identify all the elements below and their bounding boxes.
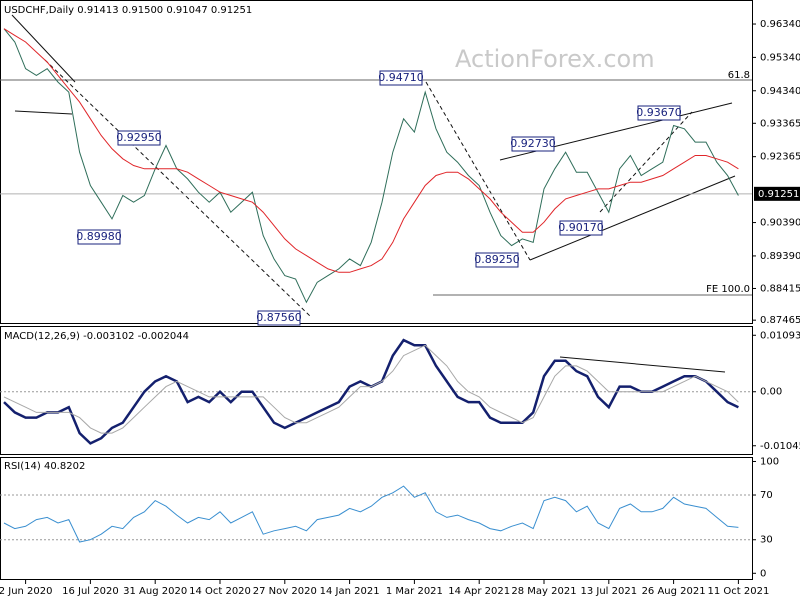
trend-line <box>14 110 73 115</box>
annotation: 0.87560 <box>256 311 302 324</box>
x-tick-label: 1 Mar 2021 <box>386 586 443 597</box>
y-tick-label: 0.88415 <box>760 283 800 294</box>
annotation: FE 100.0 <box>706 284 750 295</box>
last-price-box <box>754 186 800 201</box>
x-tick-label: 14 Apr 2021 <box>448 586 510 597</box>
x-tick-label: 11 Oct 2021 <box>707 586 769 597</box>
trend-line <box>529 175 736 261</box>
y-tick-label: 100 <box>760 456 779 467</box>
y-tick-label: 0.94340 <box>760 86 800 97</box>
watermark: ActionForex.com <box>455 45 655 73</box>
y-tick-label: 0.90390 <box>760 218 800 229</box>
macd-title: MACD(12,26,9) -0.003102 -0.002044 <box>4 331 189 342</box>
annotation: 0.89250 <box>474 253 520 266</box>
macd-panel <box>0 326 753 455</box>
y-tick-label: 0.89390 <box>760 251 800 262</box>
y-tick-label: 0.96340 <box>760 19 800 30</box>
annotation: 0.92950 <box>116 131 162 144</box>
y-tick-label: 0.010935 <box>760 330 800 341</box>
annotation: 0.92730 <box>510 137 556 150</box>
y-tick-label: 0.92365 <box>760 152 800 163</box>
y-tick-label: 30 <box>760 535 773 546</box>
y-tick-label: 0.95340 <box>760 52 800 63</box>
last-price-label: 0.91251 <box>758 189 799 200</box>
annotation: 0.89980 <box>76 230 122 243</box>
annotation-box <box>637 105 681 121</box>
trend-line <box>44 59 311 317</box>
annotation: 0.94710 <box>378 71 424 84</box>
series-line <box>3 344 739 434</box>
x-tick-label: 14 Jan 2021 <box>320 586 380 597</box>
y-tick-label: 0.93365 <box>760 118 800 129</box>
y-tick-label: 0.87465 <box>760 315 800 326</box>
x-tick-label: 2 Jun 2020 <box>0 586 52 597</box>
chart-title: USDCHF,Daily 0.91413 0.91500 0.91047 0.9… <box>4 5 252 16</box>
annotation-box <box>117 130 161 146</box>
trend-line <box>559 356 726 373</box>
rsi-panel <box>0 457 753 580</box>
x-tick-label: 26 Aug 2021 <box>642 586 706 597</box>
y-tick-label: 0.00 <box>760 387 782 398</box>
annotation-box <box>77 229 121 245</box>
x-tick-label: 27 Nov 2020 <box>253 586 317 597</box>
y-tick-label: -0.010459 <box>760 441 800 452</box>
annotation: 61.8 <box>728 70 750 81</box>
annotation-box <box>475 252 519 268</box>
x-tick-label: 13 Jul 2021 <box>580 586 637 597</box>
annotation-box <box>511 136 555 152</box>
x-tick-label: 28 May 2021 <box>511 586 576 597</box>
rsi-title: RSI(14) 40.8202 <box>4 461 85 472</box>
series-line <box>3 28 739 304</box>
trend-line <box>11 14 76 83</box>
price-panel <box>0 0 753 324</box>
annotation-box <box>379 70 423 86</box>
annotation-box <box>559 220 603 236</box>
series-line <box>3 485 739 543</box>
annotation-box <box>257 310 301 326</box>
y-tick-label: 0 <box>760 568 766 579</box>
x-tick-label: 14 Oct 2020 <box>189 586 251 597</box>
x-tick-label: 31 Aug 2020 <box>123 586 187 597</box>
trend-line <box>425 81 531 261</box>
annotation: 0.93670 <box>636 106 682 119</box>
annotation: 0.90170 <box>558 221 604 234</box>
x-tick-label: 16 Jul 2020 <box>62 586 119 597</box>
trend-line <box>599 111 693 213</box>
y-tick-label: 70 <box>760 490 773 501</box>
series-line <box>3 28 739 273</box>
